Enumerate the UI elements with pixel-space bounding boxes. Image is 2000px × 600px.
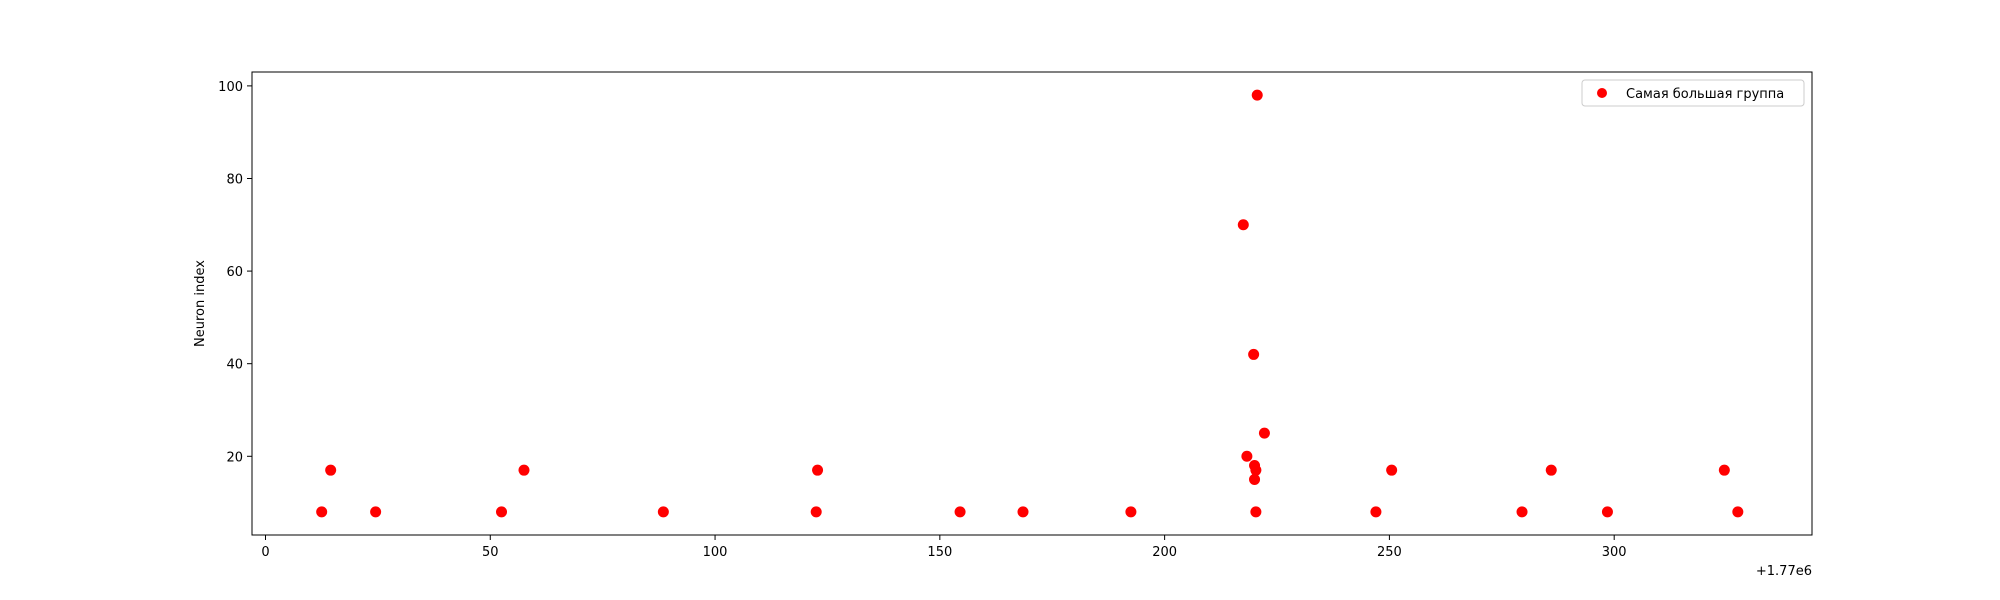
data-point bbox=[812, 464, 824, 476]
y-axis-label: Neuron index bbox=[193, 260, 208, 347]
x-tick-label: 100 bbox=[703, 545, 728, 560]
legend: Самая большая группа bbox=[1581, 79, 1805, 107]
data-point bbox=[1241, 450, 1253, 462]
data-point bbox=[1237, 219, 1249, 231]
data-point bbox=[1251, 89, 1263, 101]
data-point bbox=[518, 464, 530, 476]
x-tick-label: 150 bbox=[927, 545, 952, 560]
data-point bbox=[1250, 464, 1262, 476]
x-tick-label: 250 bbox=[1377, 545, 1402, 560]
y-tick-label: 60 bbox=[226, 265, 243, 280]
plot-frame bbox=[251, 71, 1813, 536]
data-point bbox=[810, 506, 822, 518]
y-tick-label: 20 bbox=[226, 450, 243, 465]
y-tick-label: 100 bbox=[218, 80, 243, 95]
data-point bbox=[316, 506, 328, 518]
data-point bbox=[1386, 464, 1398, 476]
legend-marker bbox=[1597, 88, 1607, 98]
x-axis: 0 50 100 150 200 250 300 bbox=[261, 535, 1627, 560]
data-point bbox=[1125, 506, 1137, 518]
data-point bbox=[325, 464, 337, 476]
data-point bbox=[657, 506, 669, 518]
y-tick-label: 40 bbox=[226, 358, 243, 373]
data-point bbox=[1718, 464, 1730, 476]
x-axis-offset-label: +1.77e6 bbox=[1756, 564, 1812, 579]
data-point bbox=[954, 506, 966, 518]
data-point bbox=[1249, 473, 1261, 485]
data-point bbox=[370, 506, 382, 518]
data-point bbox=[1732, 506, 1744, 518]
y-axis: 20 40 60 80 100 bbox=[218, 80, 252, 465]
x-tick-label: 0 bbox=[261, 545, 269, 560]
data-point bbox=[496, 506, 508, 518]
legend-label: Самая большая группа bbox=[1626, 87, 1784, 102]
data-point bbox=[1017, 506, 1029, 518]
data-point bbox=[1516, 506, 1528, 518]
plot-marks bbox=[316, 89, 1744, 518]
data-point bbox=[1250, 506, 1262, 518]
data-point bbox=[1258, 427, 1270, 439]
x-tick-label: 50 bbox=[482, 545, 499, 560]
legend-box bbox=[1581, 79, 1805, 107]
data-point bbox=[1601, 506, 1613, 518]
data-point bbox=[1545, 464, 1557, 476]
x-tick-label: 200 bbox=[1152, 545, 1177, 560]
y-tick-label: 80 bbox=[226, 172, 243, 187]
data-point bbox=[1248, 348, 1260, 360]
data-point bbox=[1370, 506, 1382, 518]
x-tick-label: 300 bbox=[1602, 545, 1627, 560]
